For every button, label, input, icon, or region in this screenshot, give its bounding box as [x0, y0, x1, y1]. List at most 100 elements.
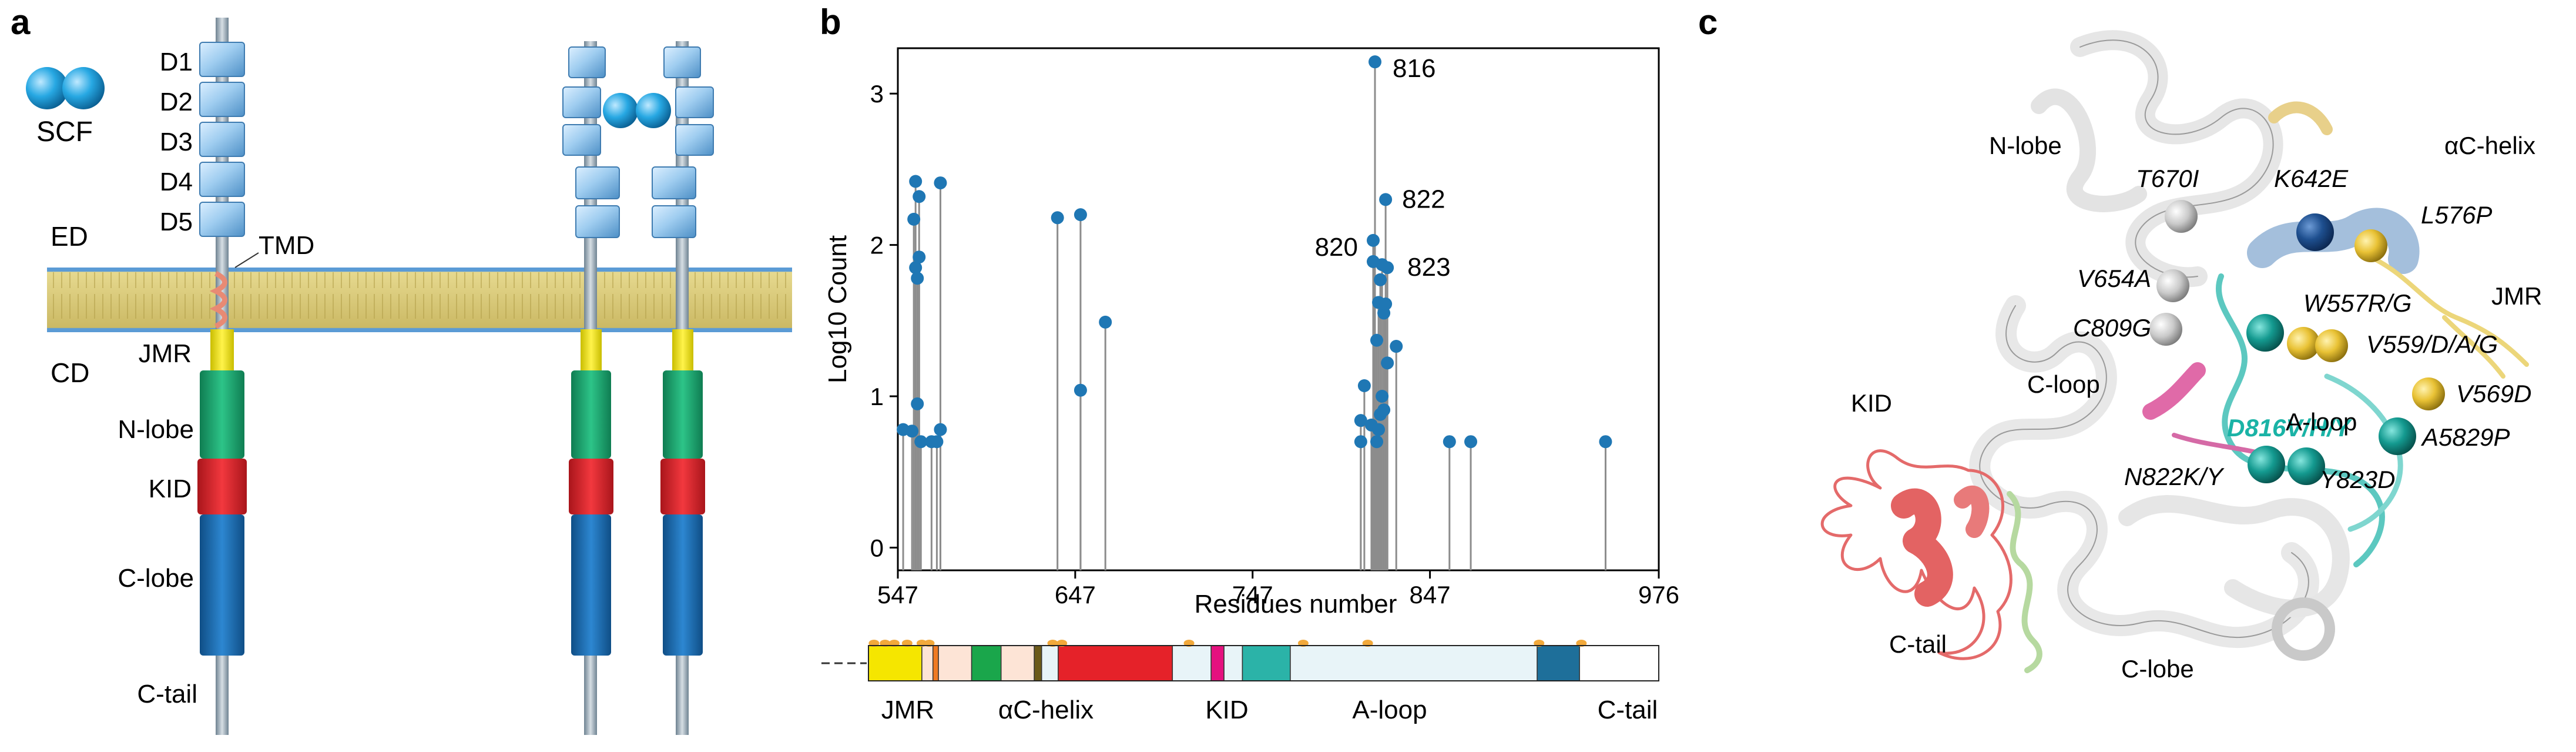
domain-label-d2: D2 [160, 88, 193, 116]
monomer-domain-d2 [199, 82, 245, 117]
bar-label-a-loop: A-loop [1352, 696, 1427, 724]
lipid-bilayer-pattern [47, 272, 792, 327]
tmd-pointer [234, 252, 259, 268]
monomer-domain-d3 [199, 122, 245, 157]
x-axis-ticks: 547 647 747 847 976 [877, 570, 1679, 609]
panel-b-label: b [820, 2, 841, 42]
stem-chart: 0 1 2 3 547 647 747 847 976 816 822 820 823 Log10 … [823, 47, 1679, 619]
ribbon-c-lobe-outline [1979, 305, 2309, 639]
dimer-right-d1 [663, 46, 701, 78]
residue-k642-sphere [2296, 213, 2334, 251]
residue-y823-sphere [2287, 447, 2325, 485]
data-point [1366, 233, 1380, 247]
data-point [1354, 414, 1367, 427]
ribbon-n-lobe-sheet [2070, 30, 2283, 288]
data-point [1379, 297, 1393, 310]
bar-label-kid: KID [1205, 696, 1248, 724]
domain-label-d1: D1 [160, 48, 193, 76]
domain-bar-segment [938, 645, 972, 681]
plot-frame [897, 47, 1660, 571]
data-point [1381, 261, 1394, 275]
panel-a: a SCF ED CD D1 D2 D3 D4 D5 TMD [11, 2, 792, 735]
data-point [934, 176, 947, 190]
ribbon-n-lobe-outline [2079, 39, 2274, 278]
domain-bar: JMR αC-helix KID A-loop C-tail [821, 640, 1659, 724]
dimer-right-jmr [672, 329, 693, 370]
data-point [909, 261, 923, 275]
residue-v559-sphere [2315, 329, 2348, 362]
y-tick-label: 1 [870, 383, 884, 410]
data-points [897, 55, 1612, 449]
scf-ball-left [26, 67, 68, 109]
label-a-loop: A-loop [2286, 408, 2357, 436]
label-w557rg: W557R/G [2303, 289, 2411, 317]
residue-v654-sphere [2156, 269, 2189, 302]
x-tick-label: 847 [1410, 581, 1451, 609]
nlobe-label: N-lobe [118, 415, 194, 444]
data-point [913, 250, 926, 264]
label-v559: V559/D/A/G [2366, 330, 2498, 358]
ribbon-c-lobe-coil [2272, 597, 2335, 661]
data-point [1368, 55, 1382, 69]
dimer-left-d2 [562, 86, 601, 118]
dimer-right-d4 [652, 166, 696, 199]
scf-ball-right [62, 67, 105, 109]
ribbon-gold-loop-top [2268, 101, 2333, 135]
data-point [914, 435, 928, 449]
annotations: 816 822 820 823 [1315, 54, 1451, 282]
dimer-right-d3 [675, 124, 714, 156]
data-point [1354, 435, 1367, 449]
dimer-right-d2 [675, 86, 714, 118]
dimer-left-n-lobe [571, 370, 611, 459]
kit-dimer-right [652, 41, 714, 735]
data-point [1443, 435, 1456, 449]
kid-label: KID [149, 474, 192, 503]
domain-bar-segment [1000, 645, 1035, 681]
label-c809g: C809G [2073, 314, 2151, 342]
monomer-kid [197, 459, 247, 514]
dimer-left-kid [569, 459, 613, 514]
scf-label: SCF [36, 116, 93, 148]
domain-bar-segment [1290, 645, 1538, 681]
monomer-domain-d5 [199, 202, 245, 237]
data-annotation: 822 [1402, 185, 1445, 213]
stems [902, 62, 1606, 570]
panel-c-label: c [1698, 2, 1718, 42]
dimer-left-jmr [581, 329, 602, 370]
label-n822ky: N822K/Y [2124, 463, 2225, 490]
y-tick-label: 2 [870, 232, 884, 259]
dimer-scf [603, 93, 671, 128]
kid-coil [1820, 449, 2012, 660]
domain-bar-segment [868, 645, 923, 681]
ed-label: ED [51, 221, 88, 252]
label-y823d: Y823D [2320, 466, 2395, 493]
label-v654a: V654A [2077, 265, 2151, 292]
data-point [913, 190, 926, 203]
dimer-right-c-lobe [663, 514, 703, 656]
data-point [1390, 340, 1403, 353]
dimer-left-d5 [575, 205, 620, 238]
domain-bar-segment [1172, 645, 1212, 681]
dimer-right-d5 [652, 205, 696, 238]
monomer-domain-d1 [199, 42, 245, 77]
data-annotation: 820 [1315, 233, 1358, 262]
residue-v569-sphere [2412, 377, 2445, 410]
domain-label-d3: D3 [160, 128, 193, 156]
bar-label-c-tail: C-tail [1598, 696, 1658, 724]
x-tick-label: 976 [1638, 581, 1679, 609]
jmr-label: JMR [139, 339, 192, 368]
x-axis-label: Residues number [1195, 590, 1397, 619]
residue-a5829-sphere [2379, 417, 2416, 455]
dimer-scf-right [636, 93, 671, 128]
data-point [934, 423, 947, 436]
data-point [1370, 333, 1384, 347]
kid-helix [1891, 488, 1953, 607]
domain-label-d4: D4 [160, 168, 193, 196]
data-point [930, 435, 944, 449]
domain-bar-segment [932, 645, 939, 681]
label-c-tail: C-tail [1889, 630, 1947, 658]
cd-label: CD [51, 357, 89, 388]
ac-helix-ribbon [2247, 208, 2420, 274]
data-point [1379, 193, 1393, 206]
dimer-scf-left [603, 93, 638, 128]
